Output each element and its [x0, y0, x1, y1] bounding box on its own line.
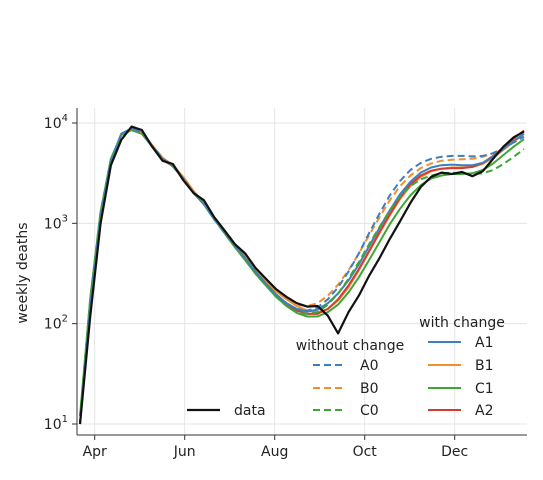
y-tick-label: 101 [44, 414, 68, 433]
x-tick-label: Oct [353, 444, 378, 460]
grid [77, 108, 527, 435]
y-tick-label: 104 [44, 113, 68, 132]
legend: with change without change data A0 B0 C0 A1 B… [187, 315, 505, 419]
legend-title-with-change: with change [419, 315, 505, 331]
x-tick-label: Aug [261, 444, 288, 460]
plot-area [78, 125, 525, 425]
x-tick-label: Apr [83, 444, 107, 460]
y-tick-label: 102 [44, 314, 68, 333]
axes: Apr Jun Aug Oct Dec 101 102 103 104 [44, 108, 527, 460]
legend-label-c1: C1 [475, 381, 494, 397]
legend-label-a1: A1 [475, 335, 493, 351]
legend-label-c0: C0 [360, 403, 379, 419]
series-line-c0 [79, 129, 525, 417]
legend-label-a2: A2 [475, 403, 493, 419]
x-tick-label: Dec [441, 444, 468, 460]
legend-label-b0: B0 [360, 381, 379, 397]
y-tick-label: 103 [44, 213, 68, 232]
x-tick-label: Jun [173, 444, 196, 460]
legend-label-data: data [234, 403, 266, 419]
legend-label-a0: A0 [360, 358, 378, 374]
legend-title-without-change: without change [296, 338, 405, 354]
series-line-data [78, 125, 525, 425]
y-axis-label: weekly deaths [15, 222, 31, 323]
legend-label-b1: B1 [475, 358, 494, 374]
